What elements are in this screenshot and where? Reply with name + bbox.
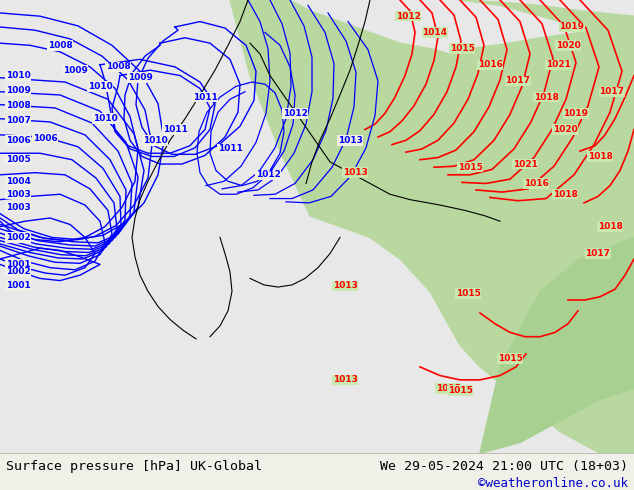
Polygon shape [230,0,634,453]
Polygon shape [480,238,634,453]
Text: 1012: 1012 [256,171,280,179]
Text: 1007: 1007 [6,116,30,125]
Text: 1011: 1011 [217,145,242,153]
Polygon shape [460,0,634,43]
Text: 1015: 1015 [436,384,460,393]
Text: 1011: 1011 [162,125,188,134]
Text: 1018: 1018 [534,93,559,101]
Text: 1018: 1018 [588,152,612,161]
Text: 1008: 1008 [106,62,131,72]
Text: 1010: 1010 [143,136,167,145]
Text: 1017: 1017 [586,249,611,258]
Text: 1009: 1009 [63,66,87,74]
Text: 1015: 1015 [498,354,522,363]
Text: 1001: 1001 [6,260,30,269]
Text: 1012: 1012 [396,12,420,21]
Text: 1019: 1019 [559,23,585,31]
Text: 1016: 1016 [477,60,502,69]
Text: 1010: 1010 [93,114,117,123]
Text: 1004: 1004 [6,177,30,186]
Text: 1010: 1010 [6,71,30,80]
Text: 1015: 1015 [448,386,472,395]
Text: 1011: 1011 [193,93,217,101]
Text: 1009: 1009 [127,73,152,82]
Text: We 29-05-2024 21:00 UTC (18+03): We 29-05-2024 21:00 UTC (18+03) [380,460,628,473]
Text: 1021: 1021 [546,60,571,69]
Text: 1017: 1017 [600,87,624,96]
Text: 1016: 1016 [524,179,548,188]
Text: 1010: 1010 [87,82,112,91]
Text: 1013: 1013 [342,168,368,177]
Text: ©weatheronline.co.uk: ©weatheronline.co.uk [478,477,628,490]
Text: 1019: 1019 [564,109,588,118]
Text: 1006: 1006 [32,134,57,143]
Text: 1015: 1015 [458,163,482,172]
Text: 1003: 1003 [6,203,30,212]
Text: 1018: 1018 [598,222,623,231]
Text: 1013: 1013 [333,375,358,384]
Text: Surface pressure [hPa] UK-Global: Surface pressure [hPa] UK-Global [6,460,262,473]
Text: 1009: 1009 [6,86,30,95]
Text: 1002: 1002 [6,268,30,276]
Text: 1008: 1008 [48,41,72,50]
Text: 1005: 1005 [6,155,30,164]
Text: 1015: 1015 [456,289,481,298]
Text: 1013: 1013 [337,136,363,145]
Text: 1002: 1002 [6,233,30,242]
Text: 1017: 1017 [505,76,531,85]
Text: 1013: 1013 [333,281,358,291]
Text: 1015: 1015 [450,44,474,53]
Text: 1021: 1021 [512,160,538,169]
Text: 1003: 1003 [6,190,30,199]
Text: 1001: 1001 [6,281,30,291]
Text: 1012: 1012 [283,109,307,118]
Text: 1020: 1020 [555,41,580,50]
Text: 1018: 1018 [553,190,578,199]
Text: 1020: 1020 [553,125,578,134]
Text: 1008: 1008 [6,101,30,110]
Text: 1014: 1014 [422,28,448,37]
Text: 1006: 1006 [6,136,30,145]
